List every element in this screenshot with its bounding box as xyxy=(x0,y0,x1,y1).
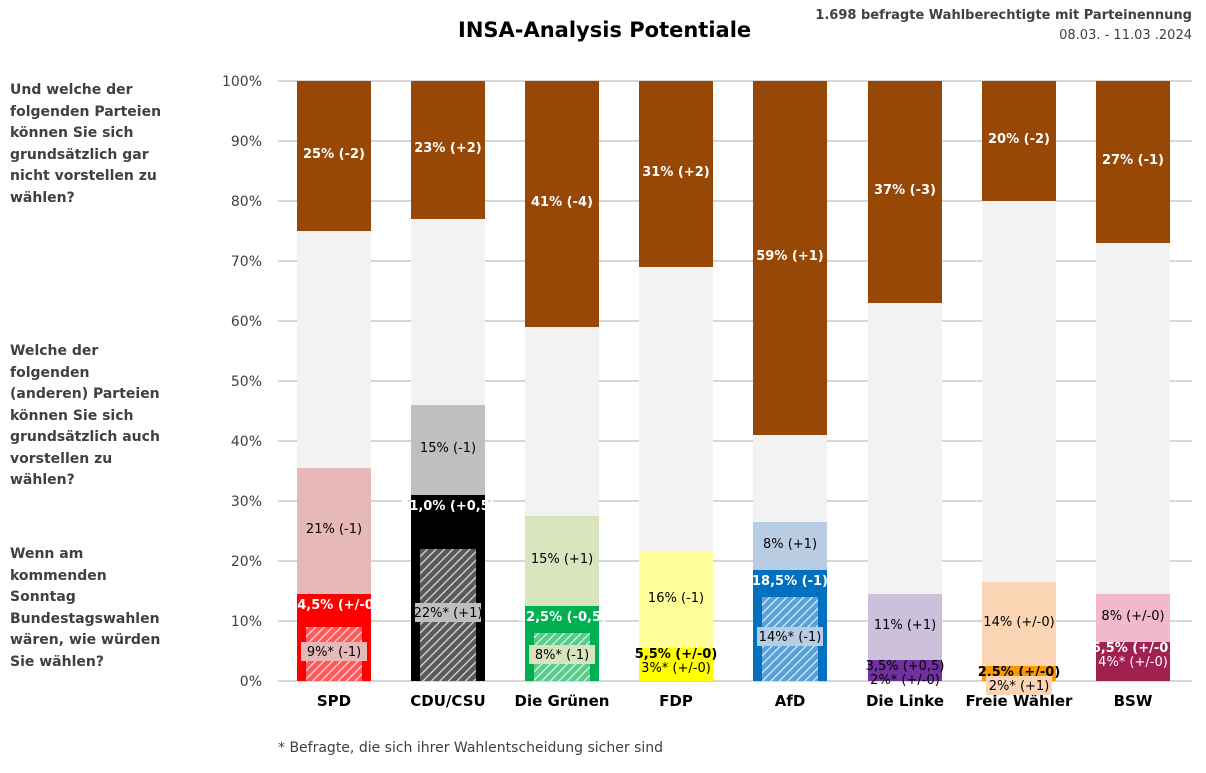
label-vote: 5,5% (+/-0) xyxy=(635,647,718,662)
y-tick-label: 30% xyxy=(231,494,262,510)
label-potential: 11% (+1) xyxy=(874,618,936,633)
bar-potential-5 xyxy=(868,594,942,660)
x-category-label: Die Linke xyxy=(866,692,944,710)
bar-potential-6 xyxy=(982,582,1056,666)
label-never: 23% (+2) xyxy=(414,141,481,156)
label-vote: 6,5% (+/-0) xyxy=(1092,641,1175,656)
label-never: 31% (+2) xyxy=(642,165,709,180)
subtitle-sample: 1.698 befragte Wahlberechtigte mit Parte… xyxy=(815,8,1192,23)
bar-never-6 xyxy=(982,81,1056,201)
y-tick-label: 50% xyxy=(231,374,262,390)
label-sure: 9%* (-1) xyxy=(307,645,361,660)
label-never: 41% (-4) xyxy=(531,195,593,210)
label-never: 25% (-2) xyxy=(303,147,365,162)
label-vote: 3,5% (+0,5) xyxy=(866,659,945,674)
label-sure-box xyxy=(529,645,595,664)
bar-rest-7 xyxy=(1096,243,1170,594)
bar-never-2 xyxy=(525,81,599,327)
y-tick-label: 60% xyxy=(231,314,262,330)
label-sure: 2%* (+/-0) xyxy=(870,673,940,688)
bar-rest-3 xyxy=(639,267,713,552)
label-never: 20% (-2) xyxy=(988,132,1050,147)
bar-potential-7 xyxy=(1096,594,1170,642)
label-never: 59% (+1) xyxy=(756,249,823,264)
chart-title: INSA-Analysis Potentiale xyxy=(458,18,752,42)
bar-vote-3 xyxy=(639,648,713,681)
label-never: 37% (-3) xyxy=(874,183,936,198)
bar-vote-7 xyxy=(1096,642,1170,681)
bar-never-1 xyxy=(411,81,485,219)
label-vote: 14,5% (+/-0) xyxy=(288,598,380,613)
bar-potential-0 xyxy=(297,468,371,594)
label-sure-box xyxy=(986,676,1052,695)
label-potential: 14% (+/-0) xyxy=(983,615,1054,630)
label-vote: 12,5% (-0,5) xyxy=(517,610,607,625)
label-potential: 16% (-1) xyxy=(648,591,704,606)
x-category-label: BSW xyxy=(1114,692,1153,710)
bar-never-5 xyxy=(868,81,942,303)
bar-vote-5 xyxy=(868,660,942,681)
label-potential: 15% (-1) xyxy=(420,441,476,456)
label-sure: 2%* (+1) xyxy=(989,679,1050,694)
label-sure: 22%* (+1) xyxy=(414,606,483,621)
y-tick-label: 80% xyxy=(231,194,262,210)
y-tick-label: 70% xyxy=(231,254,262,270)
x-category-label: CDU/CSU xyxy=(410,692,485,710)
bar-rest-6 xyxy=(982,201,1056,582)
subtitle-dates: 08.03. - 11.03 .2024 xyxy=(1059,28,1192,43)
label-vote: 18,5% (-1) xyxy=(752,574,828,589)
label-sure: 3%* (+/-0) xyxy=(641,661,711,676)
label-vote: 31,0% (+0,5) xyxy=(400,499,495,514)
label-sure: 4%* (+/-0) xyxy=(1098,655,1168,670)
question-potential: Welche der folgenden (anderen) Parteien … xyxy=(10,343,160,488)
y-tick-label: 100% xyxy=(222,74,262,90)
bar-never-0 xyxy=(297,81,371,231)
label-potential: 15% (+1) xyxy=(531,552,593,567)
y-tick-label: 10% xyxy=(231,614,262,630)
question-vote: Wenn am kommenden Sonntag Bundestagswahl… xyxy=(10,546,161,670)
label-potential: 8% (+/-0) xyxy=(1101,609,1164,624)
label-never: 27% (-1) xyxy=(1102,153,1164,168)
bar-rest-5 xyxy=(868,303,942,594)
bar-rest-0 xyxy=(297,231,371,468)
x-category-label: AfD xyxy=(775,692,806,710)
x-category-label: Die Grünen xyxy=(515,692,610,710)
label-sure: 8%* (-1) xyxy=(535,648,589,663)
bar-potential-2 xyxy=(525,516,599,606)
bar-potential-3 xyxy=(639,552,713,648)
bar-rest-4 xyxy=(753,435,827,522)
x-category-label: Freie Wähler xyxy=(966,692,1074,710)
bar-potential-4 xyxy=(753,522,827,570)
label-sure-box xyxy=(301,642,367,661)
label-sure: 14%* (-1) xyxy=(759,630,822,645)
label-potential: 8% (+1) xyxy=(763,537,817,552)
label-sure-box xyxy=(757,627,823,646)
y-tick-label: 90% xyxy=(231,134,262,150)
bar-potential-1 xyxy=(411,405,485,495)
bar-never-7 xyxy=(1096,81,1170,243)
y-tick-label: 40% xyxy=(231,434,262,450)
label-potential: 21% (-1) xyxy=(306,522,362,537)
x-category-label: FDP xyxy=(659,692,693,710)
footnote: * Befragte, die sich ihrer Wahlentscheid… xyxy=(278,740,664,756)
bar-never-3 xyxy=(639,81,713,267)
y-tick-label: 0% xyxy=(240,674,262,690)
bar-never-4 xyxy=(753,81,827,435)
y-tick-label: 20% xyxy=(231,554,262,570)
question-never: Und welche der folgenden Parteien können… xyxy=(10,82,162,206)
x-category-label: SPD xyxy=(317,692,351,710)
bar-rest-2 xyxy=(525,327,599,516)
bar-rest-1 xyxy=(411,219,485,405)
label-sure-box xyxy=(415,603,481,622)
